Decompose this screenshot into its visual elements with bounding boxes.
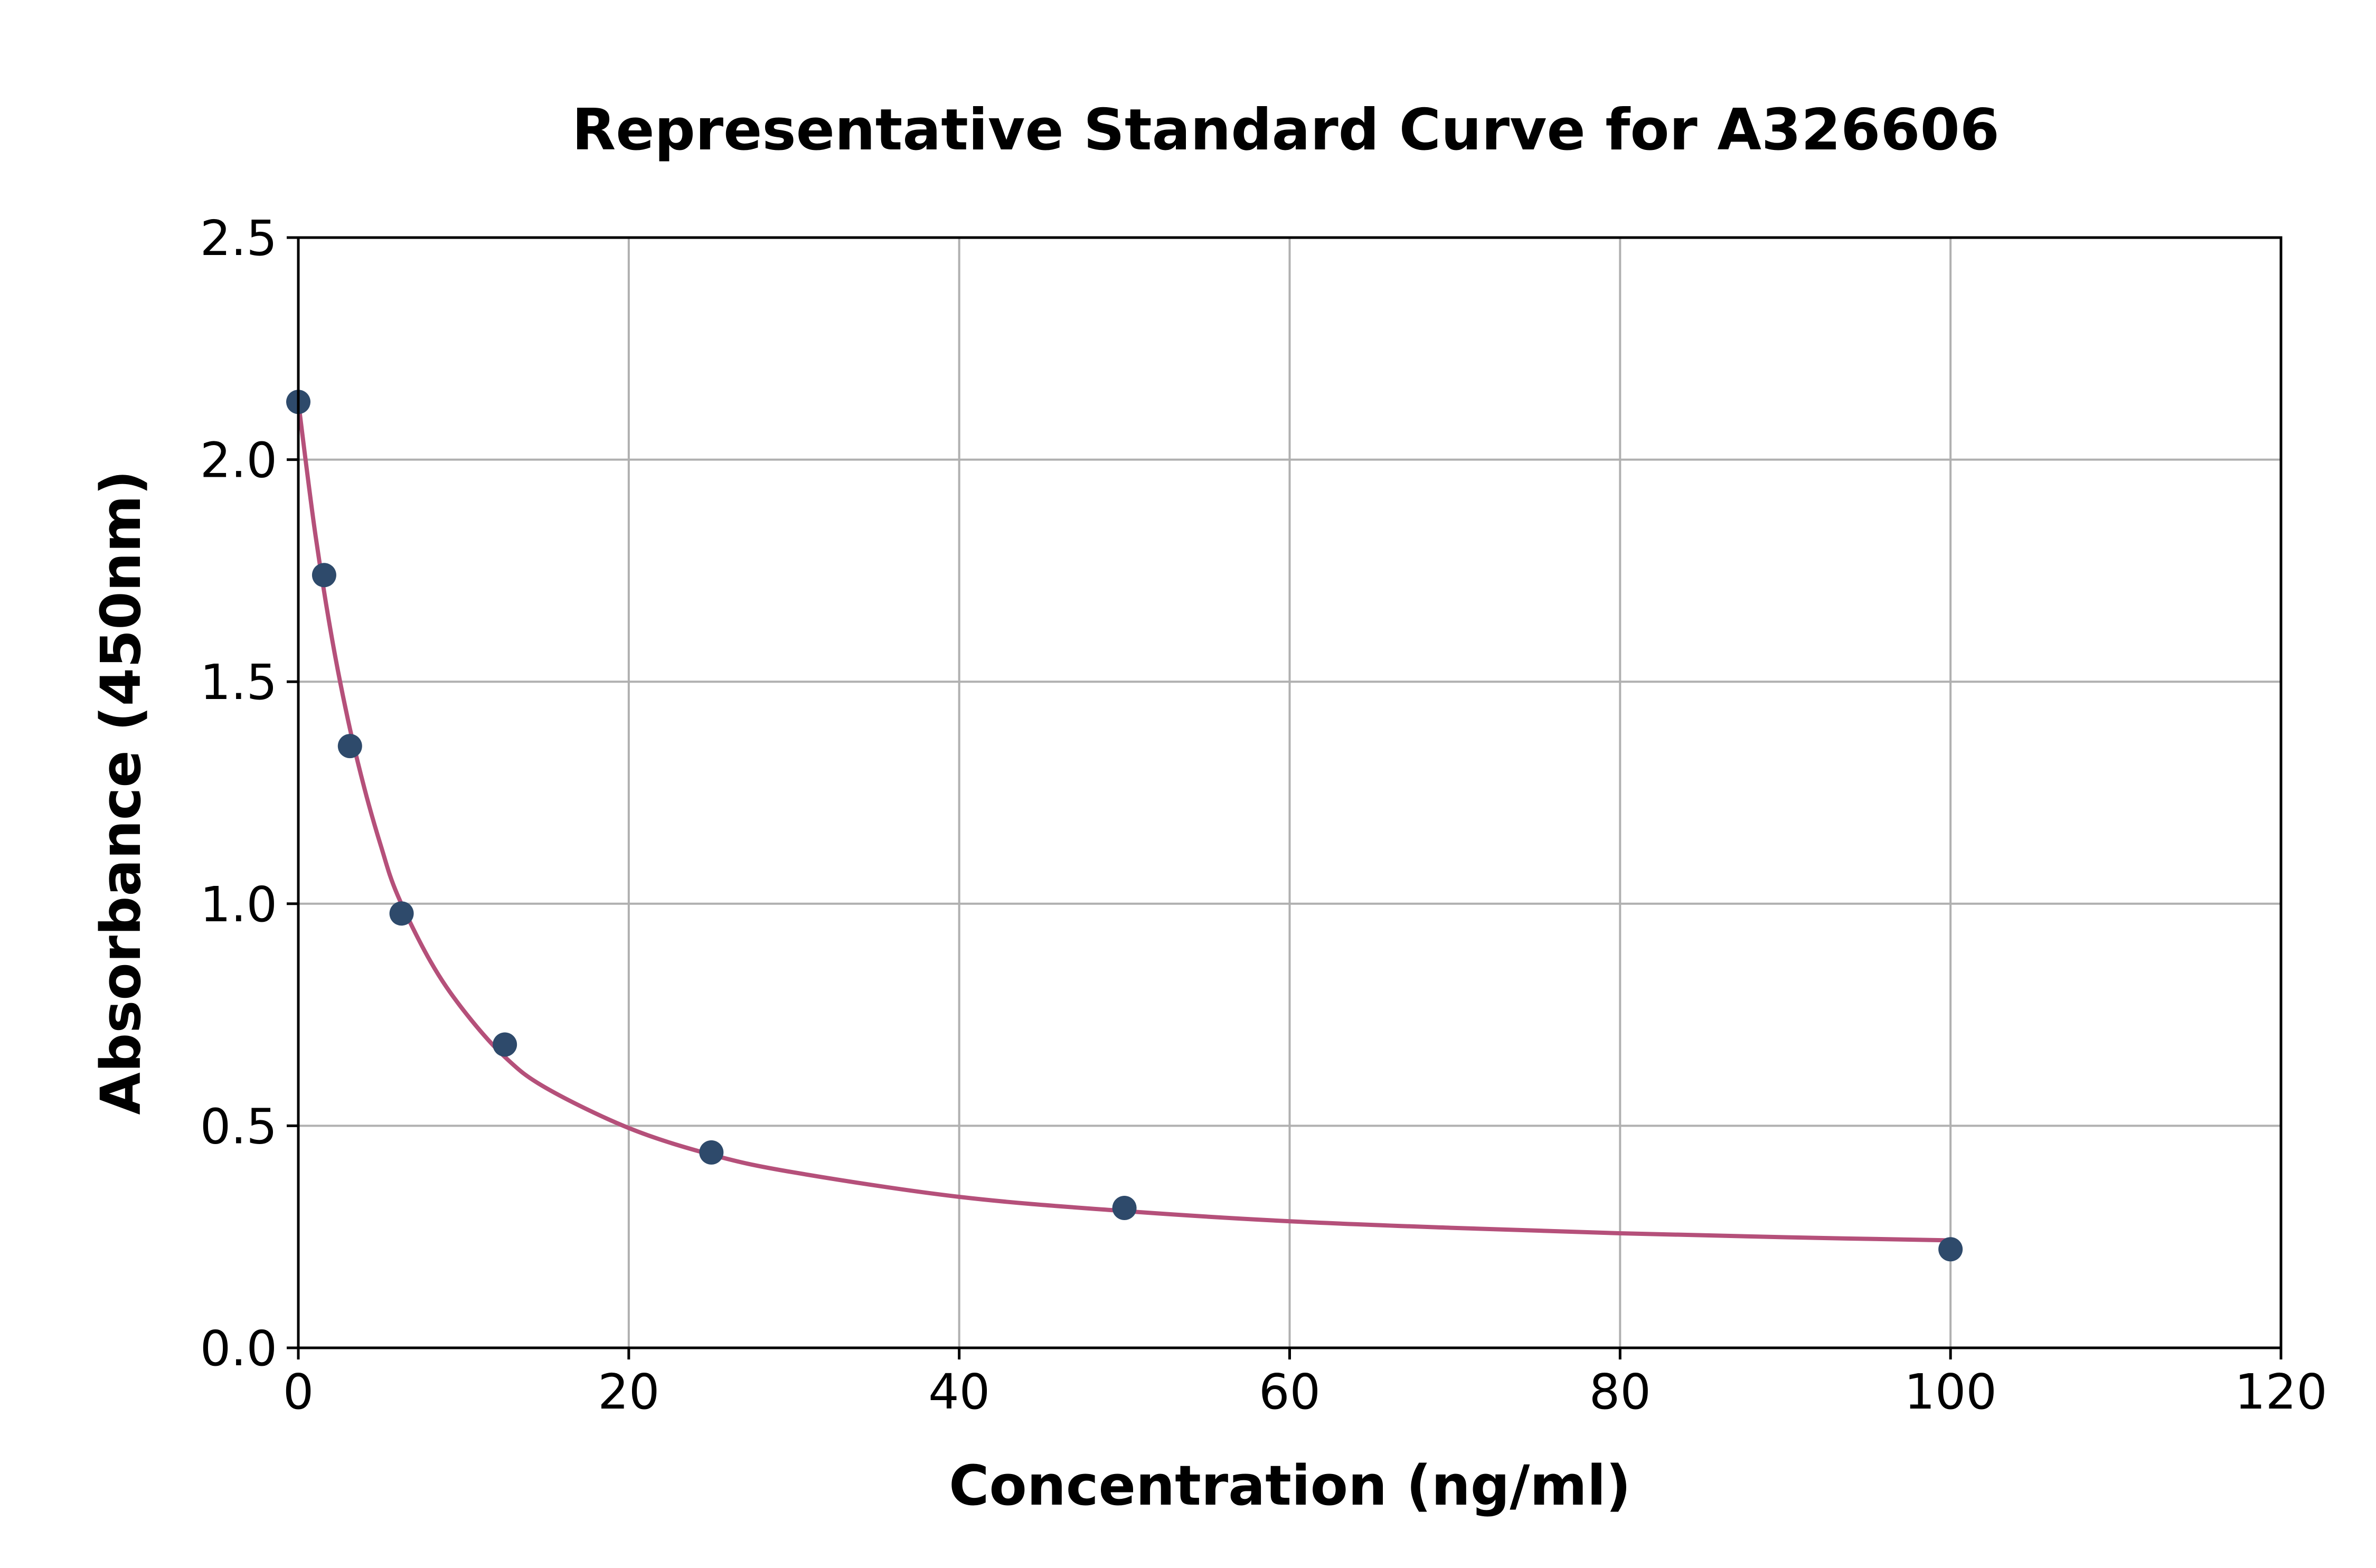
data-point	[389, 901, 414, 926]
y-tick-label: 1.0	[200, 876, 277, 933]
y-tick-label: 0.5	[200, 1098, 277, 1155]
fit-curve-layer	[296, 401, 1951, 1243]
data-point	[312, 563, 336, 588]
y-tick-label: 2.0	[200, 432, 277, 489]
data-point	[1112, 1196, 1137, 1221]
x-tick-label: 100	[1904, 1364, 1997, 1420]
data-point	[1938, 1237, 1963, 1262]
grid-lines	[297, 237, 2282, 1349]
y-tick-label: 2.5	[200, 210, 277, 267]
data-point	[699, 1140, 724, 1165]
y-axis-label: Absorbance (450nm)	[89, 470, 153, 1114]
axis-ticks: 0 20 40 60 80 100 120 0.0 0.5 1.0 1.5 2.0 2.5	[200, 210, 2327, 1420]
x-axis-label: Concentration (ng/ml)	[949, 1453, 1631, 1518]
fit-curve-line	[296, 401, 1951, 1243]
x-tick-label: 80	[1589, 1364, 1651, 1420]
x-tick-label: 40	[928, 1364, 990, 1420]
y-tick-label: 1.5	[200, 654, 277, 711]
y-tick-label: 0.0	[200, 1320, 277, 1377]
chart-title: Representative Standard Curve for A32660…	[572, 97, 2000, 163]
x-tick-label: 20	[598, 1364, 659, 1420]
data-point	[337, 734, 362, 759]
data-points-layer	[286, 390, 1963, 1262]
x-tick-label: 60	[1259, 1364, 1321, 1420]
x-tick-label: 120	[2234, 1364, 2327, 1420]
x-tick-label: 0	[283, 1364, 314, 1420]
data-point	[493, 1032, 517, 1057]
